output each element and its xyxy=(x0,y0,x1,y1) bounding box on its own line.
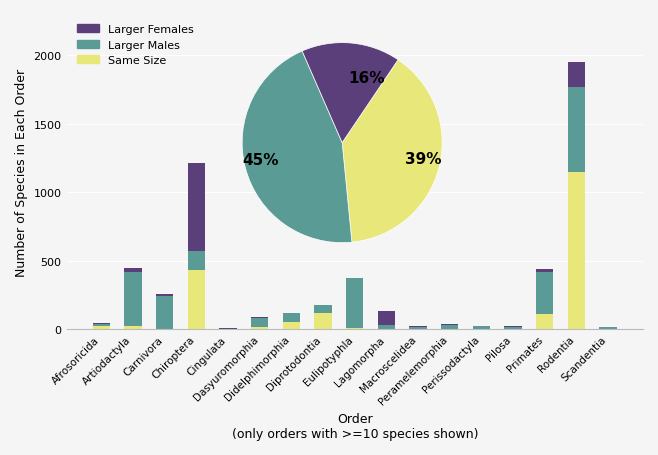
Bar xyxy=(599,328,617,329)
Bar xyxy=(536,314,553,329)
Bar xyxy=(346,278,363,279)
Bar xyxy=(124,273,142,326)
Text: 45%: 45% xyxy=(243,152,279,167)
Wedge shape xyxy=(242,52,352,243)
Bar xyxy=(315,306,332,313)
Bar xyxy=(536,272,553,314)
Bar xyxy=(283,313,300,314)
Bar xyxy=(156,296,174,329)
Bar xyxy=(93,324,110,326)
Bar xyxy=(315,305,332,306)
Wedge shape xyxy=(302,44,398,143)
Bar xyxy=(409,327,427,329)
Wedge shape xyxy=(342,61,442,243)
Bar xyxy=(346,279,363,328)
Bar xyxy=(378,325,395,329)
Bar xyxy=(505,327,522,329)
Bar xyxy=(283,314,300,322)
Bar xyxy=(409,326,427,327)
Bar xyxy=(346,328,363,329)
Legend: Larger Females, Larger Males, Same Size: Larger Females, Larger Males, Same Size xyxy=(72,20,198,71)
Bar xyxy=(536,269,553,272)
X-axis label: Order
(only orders with >=10 species shown): Order (only orders with >=10 species sho… xyxy=(232,412,478,440)
Bar xyxy=(188,252,205,271)
Bar xyxy=(188,164,205,252)
Bar xyxy=(93,326,110,329)
Bar xyxy=(568,87,585,172)
Bar xyxy=(124,326,142,329)
Bar xyxy=(283,322,300,329)
Bar xyxy=(188,271,205,329)
Bar xyxy=(568,172,585,329)
Bar xyxy=(251,328,268,329)
Text: 16%: 16% xyxy=(348,71,384,86)
Text: 39%: 39% xyxy=(405,152,442,167)
Bar xyxy=(156,294,174,296)
Y-axis label: Number of Species in Each Order: Number of Species in Each Order xyxy=(15,68,28,276)
Bar xyxy=(441,325,459,329)
Bar xyxy=(378,312,395,325)
Bar xyxy=(472,326,490,329)
Bar xyxy=(568,63,585,87)
Bar xyxy=(124,268,142,273)
Bar xyxy=(251,318,268,328)
Bar xyxy=(315,313,332,329)
